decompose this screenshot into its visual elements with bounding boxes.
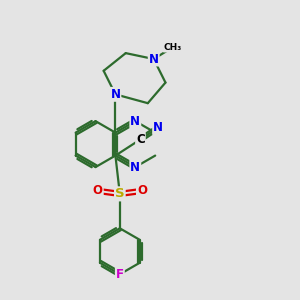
Text: O: O: [137, 184, 147, 197]
Text: S: S: [115, 188, 124, 200]
Text: N: N: [130, 160, 140, 174]
Text: N: N: [130, 115, 140, 128]
Text: F: F: [116, 268, 124, 281]
Text: N: N: [110, 88, 120, 101]
Text: O: O: [93, 184, 103, 197]
Text: C: C: [136, 133, 145, 146]
Text: CH₃: CH₃: [164, 43, 182, 52]
Text: N: N: [153, 121, 163, 134]
Text: N: N: [149, 52, 159, 65]
